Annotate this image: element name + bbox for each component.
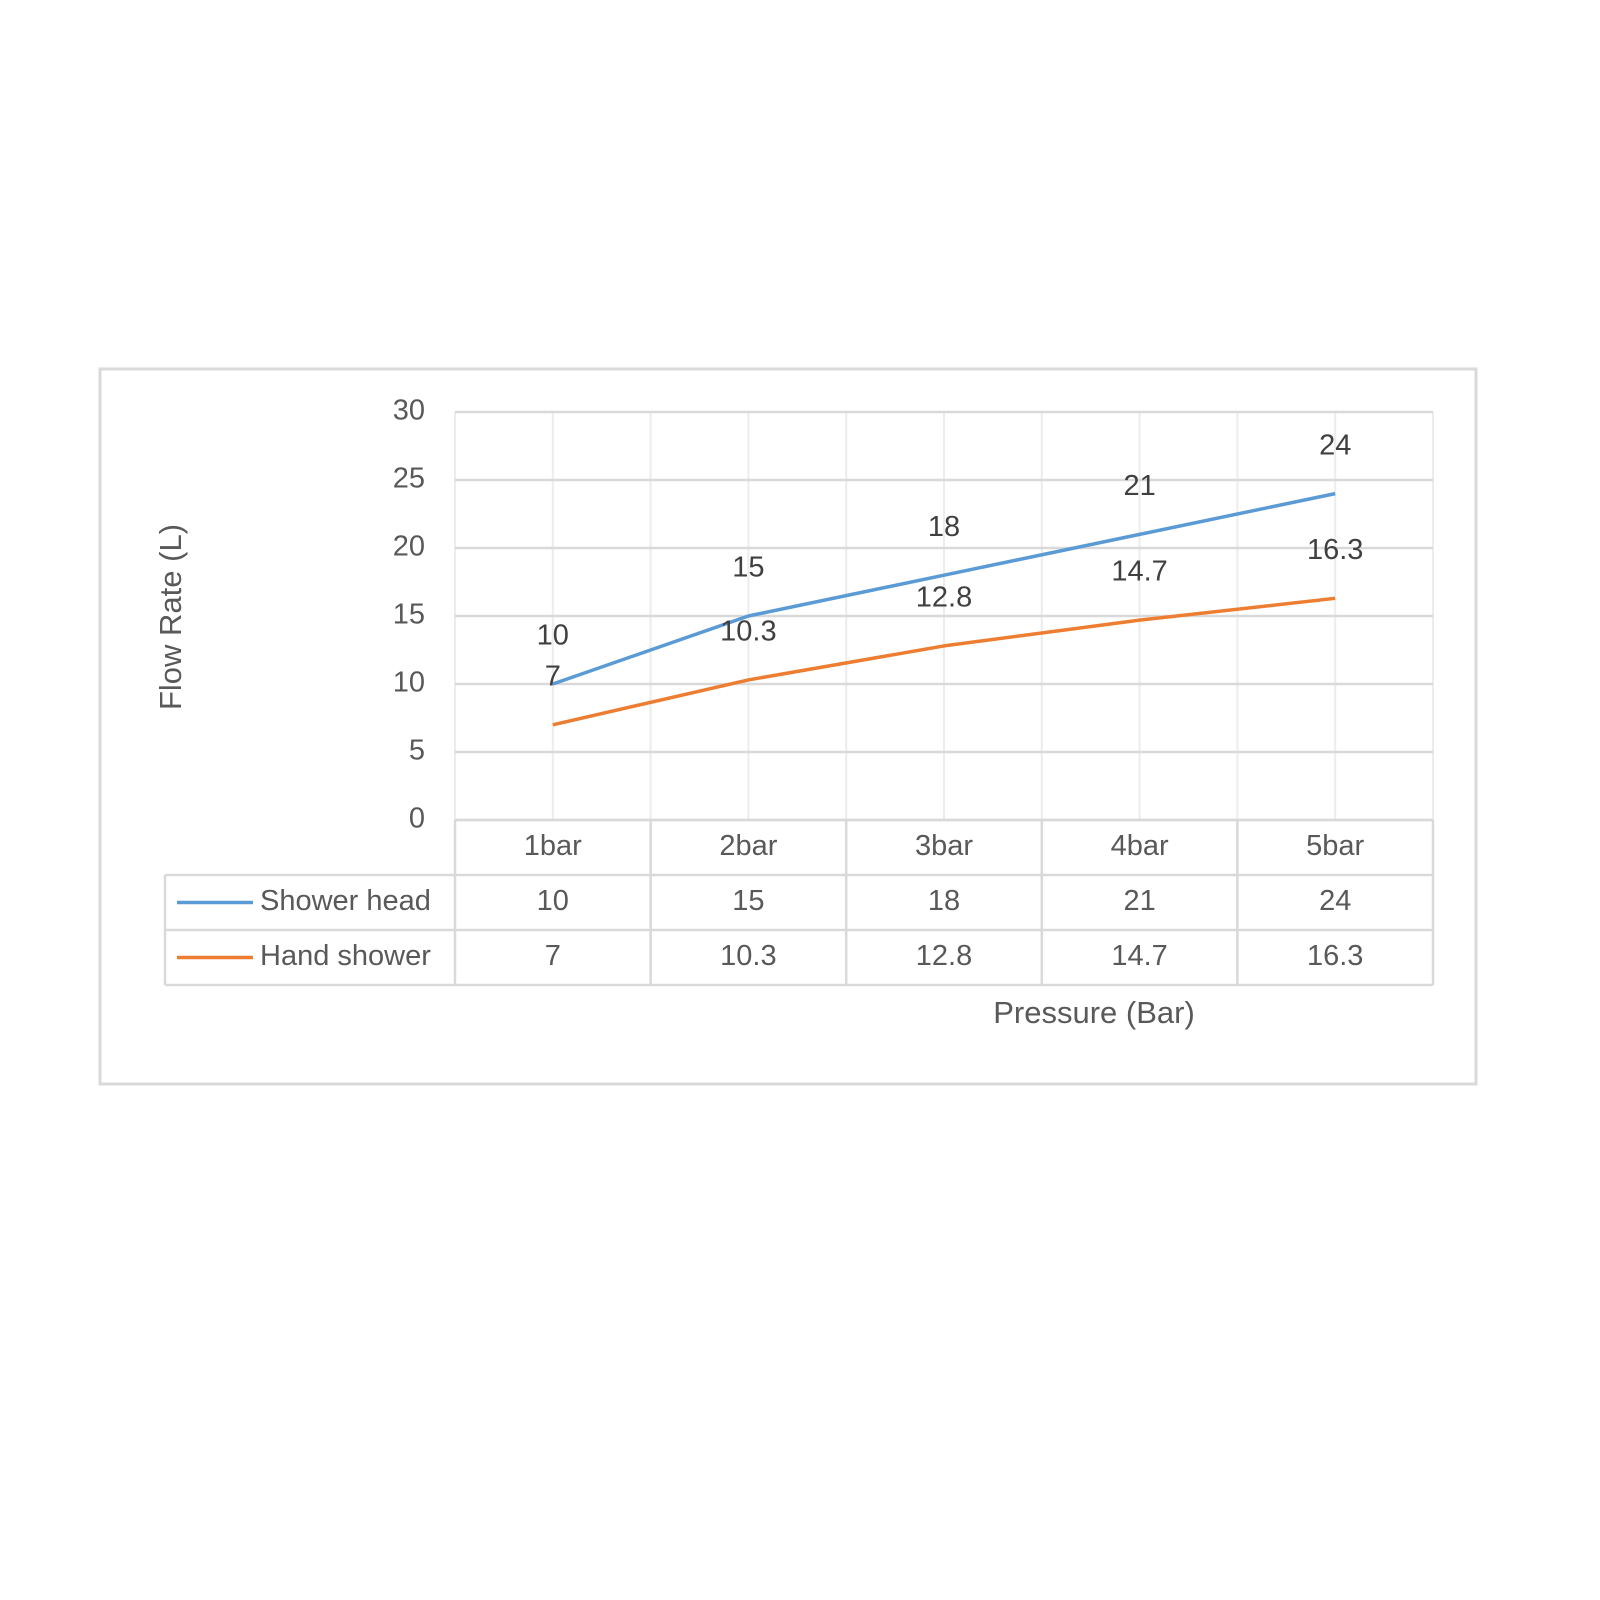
y-tick-label: 5	[409, 735, 425, 767]
table-cell: 12.8	[916, 940, 972, 972]
x-tick-label: 4bar	[1111, 830, 1169, 862]
x-tick-label: 3bar	[915, 830, 973, 862]
table-cell: 7	[545, 940, 561, 972]
data-label: 15	[732, 552, 764, 584]
y-tick-label: 15	[393, 599, 425, 631]
data-label: 10	[537, 620, 569, 652]
table-cell: 14.7	[1111, 940, 1167, 972]
y-tick-label: 25	[393, 463, 425, 495]
x-axis-title: Pressure (Bar)	[993, 995, 1195, 1030]
x-tick-label: 1bar	[524, 830, 582, 862]
legend-label: Hand shower	[260, 940, 431, 972]
data-label: 16.3	[1307, 534, 1363, 566]
y-tick-label: 0	[409, 803, 425, 835]
table-cell: 15	[732, 885, 764, 917]
series-line	[552, 491, 1336, 686]
y-tick-label: 10	[393, 667, 425, 699]
data-label: 14.7	[1111, 556, 1167, 588]
data-label: 21	[1123, 470, 1155, 502]
table-cell: 10	[537, 885, 569, 917]
x-tick-label: 2bar	[719, 830, 777, 862]
data-label: 10.3	[720, 616, 776, 648]
y-tick-label: 20	[393, 531, 425, 563]
data-label: 24	[1319, 429, 1351, 461]
series-line	[552, 596, 1336, 727]
table-cell: 18	[928, 885, 960, 917]
x-tick-label: 5bar	[1306, 830, 1364, 862]
data-label: 7	[545, 660, 561, 692]
data-label: 12.8	[916, 582, 972, 614]
legend-label: Shower head	[260, 885, 431, 917]
data-label: 18	[928, 511, 960, 543]
chart-frame	[98, 367, 1478, 1086]
table-cell: 16.3	[1307, 940, 1363, 972]
table-cell: 24	[1319, 885, 1351, 917]
table-cell: 21	[1123, 885, 1155, 917]
table-cell: 10.3	[720, 940, 776, 972]
y-tick-label: 30	[393, 395, 425, 427]
y-axis-title: Flow Rate (L)	[153, 524, 188, 710]
